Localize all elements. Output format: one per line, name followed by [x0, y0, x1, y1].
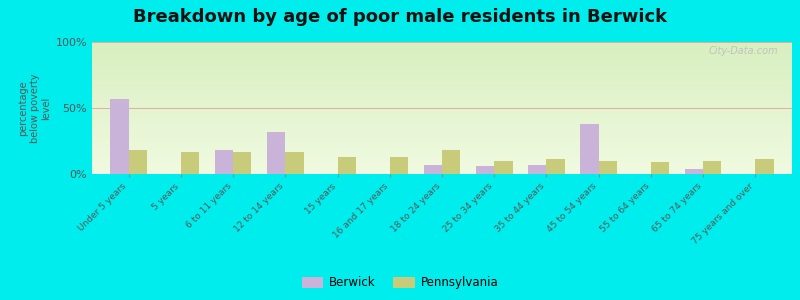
Bar [494, 161, 513, 174]
Bar [528, 165, 546, 174]
Text: Breakdown by age of poor male residents in Berwick: Breakdown by age of poor male residents … [133, 8, 667, 26]
Bar [581, 124, 598, 174]
Bar [338, 157, 356, 174]
Bar [267, 132, 286, 174]
Bar [390, 157, 408, 174]
Bar [442, 150, 460, 174]
Bar [476, 166, 494, 174]
Bar [651, 162, 670, 174]
Legend: Berwick, Pennsylvania: Berwick, Pennsylvania [297, 272, 503, 294]
Bar [286, 152, 303, 174]
Y-axis label: percentage
below poverty
level: percentage below poverty level [18, 73, 51, 143]
Bar [233, 152, 251, 174]
Bar [755, 160, 774, 174]
Bar [598, 161, 617, 174]
Bar [129, 150, 147, 174]
Text: City-Data.com: City-Data.com [708, 46, 778, 56]
Bar [703, 161, 722, 174]
Bar [424, 165, 442, 174]
Bar [685, 169, 703, 174]
Bar [110, 99, 129, 174]
Bar [214, 150, 233, 174]
Bar [181, 152, 199, 174]
Bar [546, 160, 565, 174]
